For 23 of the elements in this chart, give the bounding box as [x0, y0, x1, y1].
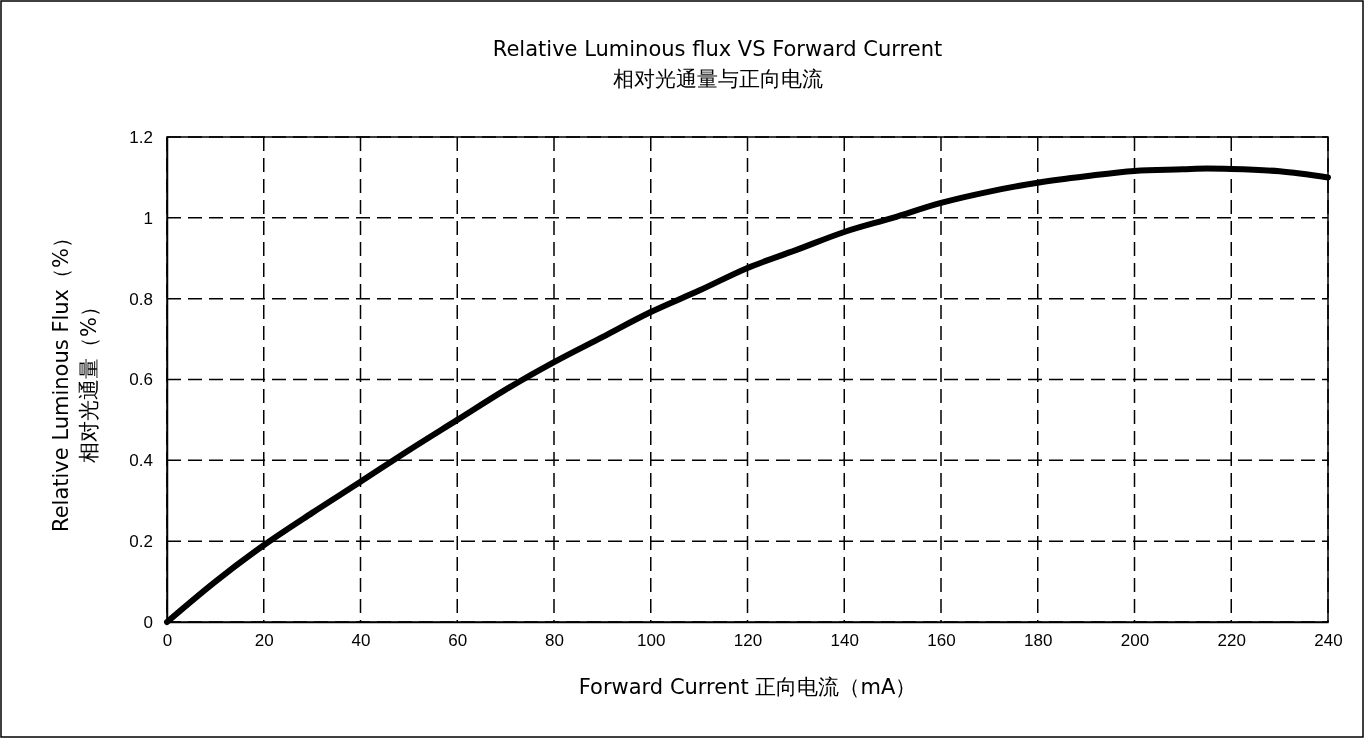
chart-title: Relative Luminous flux VS Forward Current 相对光通量与正向电流: [492, 37, 943, 91]
x-tick-label: 80: [545, 631, 564, 651]
y-tick-label: 1: [143, 208, 153, 228]
x-axis-title: Forward Current 正向电流（mA）: [578, 675, 917, 699]
x-tick-label: 240: [1314, 631, 1343, 651]
x-tick-label: 20: [254, 631, 274, 651]
x-tick-label: 180: [1024, 631, 1053, 651]
x-tick-label: 200: [1120, 631, 1150, 651]
y-tick-label: 1.2: [129, 127, 153, 147]
x-tick-label: 100: [637, 631, 666, 651]
x-tick-label: 0: [162, 631, 173, 651]
x-tick-label: 60: [448, 631, 468, 651]
y-tick-label: 0.6: [129, 370, 153, 390]
y-tick-label: 0.2: [129, 532, 153, 552]
y-axis-title: Relative Luminous Flux（%）相对光通量（%）: [49, 227, 101, 532]
y-tick-label: 0: [143, 612, 153, 632]
x-tick-label: 140: [830, 631, 859, 651]
y-tick-label: 0.8: [129, 289, 153, 309]
y-tick-label: 0.4: [129, 451, 153, 471]
x-tick-label: 160: [927, 631, 956, 651]
x-tick-label: 220: [1217, 631, 1246, 651]
x-tick-label: 40: [351, 631, 371, 651]
x-tick-label: 120: [733, 631, 763, 651]
